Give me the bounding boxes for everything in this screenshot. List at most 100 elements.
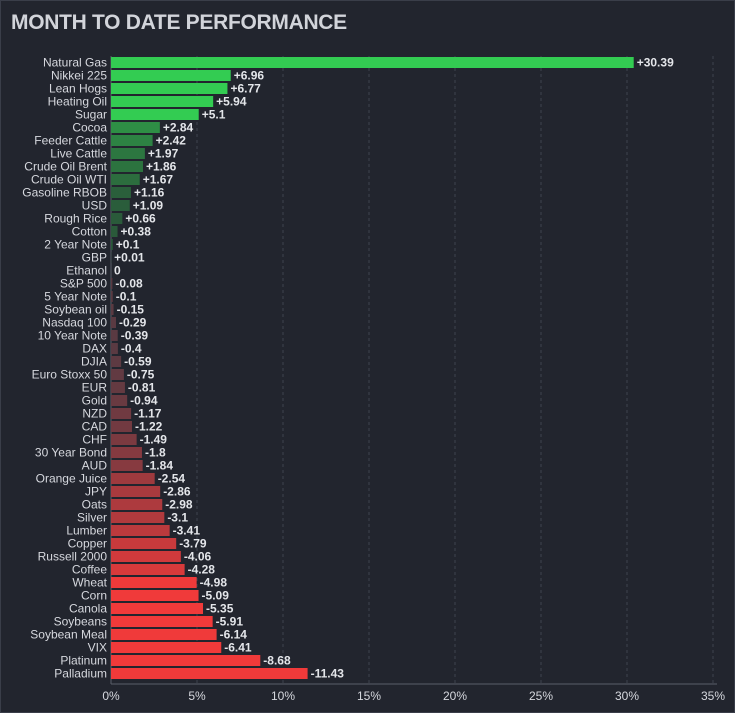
x-tick-label: 30%: [615, 689, 639, 703]
bar: [111, 603, 204, 614]
bar: [111, 395, 128, 406]
category-label: Cotton: [72, 225, 107, 239]
bar: [111, 304, 114, 315]
category-label: EUR: [82, 381, 108, 395]
x-tick-label: 5%: [188, 689, 206, 703]
x-tick-label: 10%: [271, 689, 295, 703]
value-label: -1.8: [145, 446, 166, 460]
bar: [111, 538, 177, 549]
value-label: +6.77: [230, 82, 261, 96]
category-label: S&P 500: [60, 277, 107, 291]
bar: [111, 317, 116, 328]
bar: [111, 330, 118, 341]
bar: [111, 57, 634, 68]
category-label: DAX: [82, 342, 107, 356]
value-label: +1.09: [133, 199, 164, 213]
value-label: +5.94: [216, 95, 247, 109]
category-label: Nikkei 225: [51, 69, 107, 83]
category-label: Rough Rice: [44, 212, 107, 226]
category-label: Soybean Meal: [30, 628, 107, 642]
bar: [111, 83, 228, 94]
value-label: -5.35: [206, 602, 234, 616]
bar: [111, 564, 185, 575]
bar: [111, 161, 143, 172]
value-label: +1.16: [134, 186, 165, 200]
bar: [111, 473, 155, 484]
value-label: -2.98: [165, 498, 193, 512]
value-label: -0.4: [121, 342, 142, 356]
category-label: Corn: [81, 589, 107, 603]
value-label: -3.41: [173, 524, 201, 538]
value-label: +0.38: [121, 225, 152, 239]
category-label: CHF: [82, 433, 107, 447]
bar: [111, 70, 231, 81]
category-label: Copper: [68, 537, 107, 551]
bar: [111, 629, 217, 640]
bar: [111, 460, 143, 471]
value-label: -2.54: [158, 472, 186, 486]
category-label: 2 Year Note: [44, 238, 107, 252]
category-label: Lean Hogs: [49, 82, 107, 96]
value-label: -1.22: [135, 420, 163, 434]
value-label: -6.41: [224, 641, 252, 655]
category-label: Lumber: [66, 524, 107, 538]
value-label: -0.81: [128, 381, 156, 395]
category-label: Russell 2000: [38, 550, 108, 564]
value-label: -5.91: [216, 615, 244, 629]
category-label: VIX: [88, 641, 107, 655]
category-label: Oats: [82, 498, 107, 512]
category-label: Coffee: [72, 563, 107, 577]
value-label: +2.84: [163, 121, 194, 135]
category-label: Crude Oil WTI: [31, 173, 107, 187]
category-label: Nasdaq 100: [42, 316, 107, 330]
value-label: +1.67: [143, 173, 174, 187]
bar: [111, 551, 181, 562]
bar: [111, 174, 140, 185]
bar: [111, 122, 160, 133]
bar: [111, 109, 199, 120]
value-label: +0.66: [125, 212, 156, 226]
bar: [111, 278, 113, 289]
bar: [111, 369, 124, 380]
value-label: -0.39: [121, 329, 149, 343]
value-label: +0.1: [116, 238, 140, 252]
bar: [111, 434, 137, 445]
value-label: -3.79: [179, 537, 207, 551]
value-label: -4.98: [200, 576, 228, 590]
value-label: -4.06: [184, 550, 212, 564]
category-label: DJIA: [81, 355, 107, 369]
category-label: CAD: [82, 420, 108, 434]
category-label: Euro Stoxx 50: [32, 368, 108, 382]
category-label: Heating Oil: [48, 95, 107, 109]
value-label: -2.86: [163, 485, 191, 499]
value-label: -0.75: [127, 368, 155, 382]
category-label: Palladium: [54, 667, 107, 681]
bar: [111, 96, 214, 107]
category-label: USD: [82, 199, 108, 213]
value-label: -6.14: [220, 628, 248, 642]
value-label: -3.1: [167, 511, 188, 525]
bar: [111, 291, 113, 302]
bar: [111, 187, 131, 198]
category-label: Platinum: [60, 654, 107, 668]
value-label: +2.42: [156, 134, 187, 148]
bar: [111, 590, 199, 601]
category-label: Feeder Cattle: [34, 134, 107, 148]
value-label: -0.59: [124, 355, 152, 369]
x-tick-label: 35%: [701, 689, 725, 703]
category-label: Orange Juice: [36, 472, 108, 486]
bar: [111, 447, 142, 458]
bar: [111, 616, 213, 627]
bar: [111, 213, 123, 224]
category-label: Gold: [82, 394, 107, 408]
category-label: Canola: [69, 602, 107, 616]
value-label: +1.97: [148, 147, 179, 161]
category-label: Cocoa: [72, 121, 107, 135]
value-label: -0.94: [130, 394, 158, 408]
value-label: +1.86: [146, 160, 177, 174]
category-label: 30 Year Bond: [35, 446, 107, 460]
bar: [111, 421, 132, 432]
value-label: -8.68: [263, 654, 291, 668]
bar: [111, 499, 163, 510]
